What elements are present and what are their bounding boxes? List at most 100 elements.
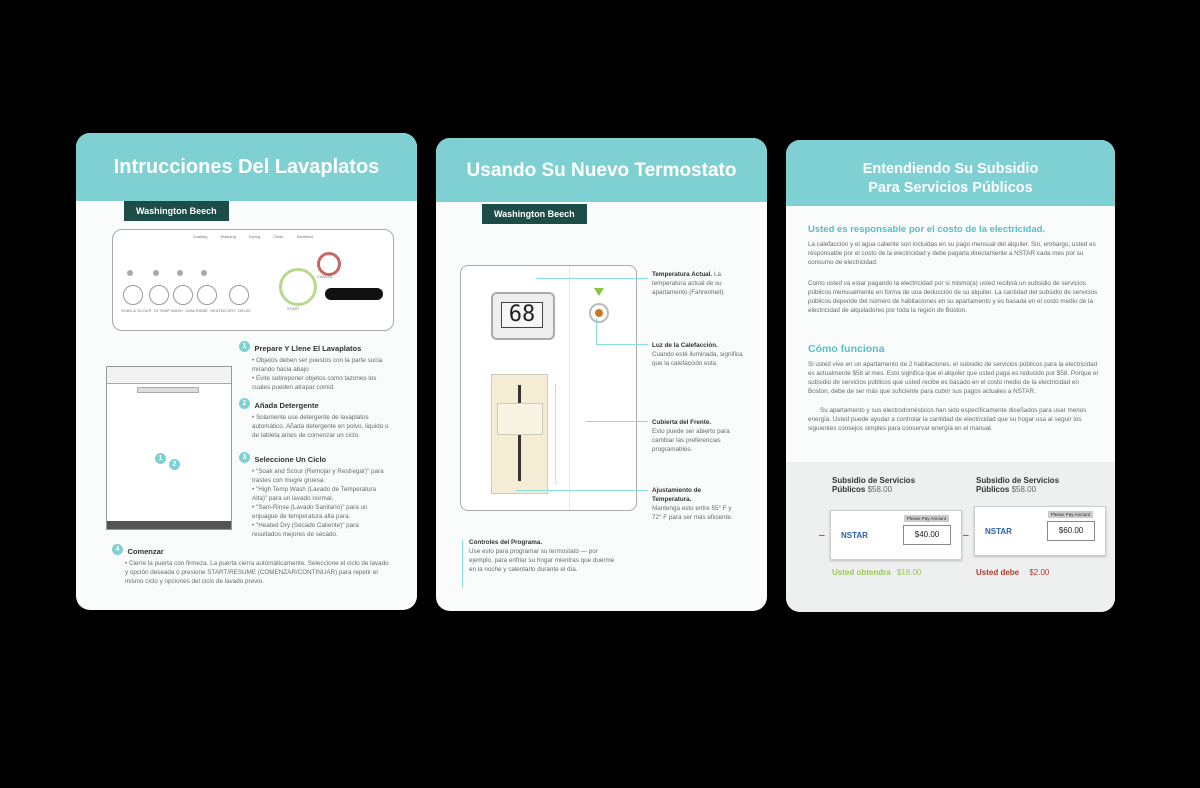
paragraph: Su apartamento y sus electrodomésticos h… xyxy=(808,407,1087,432)
label-temperatura-actual: Temperatura Actual. La temperatura actua… xyxy=(652,270,756,297)
step-number: 1 xyxy=(239,341,250,353)
result-label: Usted obtendra xyxy=(832,568,891,577)
button-label: DELAY xyxy=(238,308,251,313)
nstar-logo: NSTAR xyxy=(841,531,868,540)
light-label: Sanitized xyxy=(296,234,313,239)
title-line-2: Para Servicios Públicos xyxy=(868,180,1033,196)
heat-arrow-icon xyxy=(594,288,604,296)
button-label: SANI RINSE xyxy=(185,308,208,313)
subsidy-label: Subsidio de Servicios Públicos xyxy=(976,476,1060,494)
label-body: La temperatura actual de su apartamento … xyxy=(652,271,726,296)
leader-line xyxy=(536,278,648,279)
nstar-bill-1: Please Pay Amount NSTAR $40.00 xyxy=(830,510,962,560)
soak-scour-button xyxy=(123,285,143,305)
cancel-button xyxy=(317,252,341,276)
building-tag: Washington Beech xyxy=(482,204,587,224)
bill-amount: $40.00 xyxy=(903,525,951,545)
cancel-label: CANCEL xyxy=(317,274,334,279)
leader-line xyxy=(596,318,597,344)
example-area: Subsidio de Servicios Públicos $58.00 Su… xyxy=(786,462,1115,612)
step-title: Añada Detergente xyxy=(254,401,319,410)
leader-line xyxy=(596,344,648,345)
label-body: Esto puede ser abierto para cambiar las … xyxy=(652,428,730,453)
temperature-display: 68 xyxy=(491,292,555,340)
paragraph: La calefacción y el agua caliente son in… xyxy=(808,241,1096,266)
thermostat-card-title: Usando Su Nuevo Termostato xyxy=(436,138,767,202)
label-body: Cuando esté iluminada, significa que la … xyxy=(652,351,743,367)
thermostat-illustration: 68 xyxy=(460,265,637,511)
step-2: 2 Añada Detergente • Solamente use deter… xyxy=(239,395,389,440)
slider-knob xyxy=(497,403,543,435)
button-label: SOAK & SCOUR xyxy=(121,308,152,313)
title-line-1: Entendiendo Su Subsidio xyxy=(862,161,1039,177)
result-amount: $18.00 xyxy=(896,568,922,577)
subsidy-amount: $58.00 xyxy=(867,485,893,494)
start-label: START xyxy=(287,306,300,311)
minus-sign: – xyxy=(819,530,825,541)
step-title: Comenzar xyxy=(127,547,164,556)
bill-header: Please Pay Amount xyxy=(1047,511,1093,518)
label-title: Cubierta del Frente. xyxy=(652,419,712,426)
cycle-lights: Soaking Washing Drying Clean Sanitized xyxy=(193,234,313,239)
label-title: Temperatura Actual. xyxy=(652,271,713,278)
light-label: Washing xyxy=(220,234,236,239)
leader-line xyxy=(586,421,648,422)
label-ajustamiento: Ajustamiento de Temperatura. Mantenga es… xyxy=(652,486,736,522)
label-cubierta-frente: Cubierta del Frente. Esto puede ser abie… xyxy=(652,418,752,454)
step-body: • "Soak and Scour (Remojar y Restregar)"… xyxy=(252,468,384,538)
bill-header: Please Pay Amount xyxy=(903,515,949,522)
light-label: Soaking xyxy=(193,234,208,239)
indicator-light xyxy=(127,270,133,276)
nstar-logo: NSTAR xyxy=(985,527,1012,536)
label-title: Controles del Programa. xyxy=(469,539,543,546)
step-body: • Objetos deben ser puestos con la parte… xyxy=(252,357,383,391)
result-label: Usted debe xyxy=(976,568,1020,577)
light-label: Drying xyxy=(248,234,261,239)
label-body: Mantenga esto entre 55° F y 72° F para s… xyxy=(652,505,733,521)
subsidy-label: Subsidio de Servicios Públicos xyxy=(832,476,916,494)
hi-temp-wash-button xyxy=(149,285,169,305)
start-button xyxy=(279,268,317,306)
slider-panel xyxy=(491,374,548,494)
callout-number: 2 xyxy=(169,459,180,470)
label-controles: Controles del Programa. Use esto para pr… xyxy=(469,538,619,574)
thermostat-card: Usando Su Nuevo Termostato Washington Be… xyxy=(436,138,767,611)
step-title: Prepare Y Llene El Lavaplatos xyxy=(254,344,362,353)
panel-button-labels: SOAK & SCOUR HI TEMP WASH SANI RINSE HEA… xyxy=(121,308,251,313)
delay-button xyxy=(229,285,249,305)
label-title: Luz de la Calefacción. xyxy=(652,342,718,349)
leader-line xyxy=(462,540,463,588)
result-1: Usted obtendra $18.00 xyxy=(832,568,921,577)
step-number: 2 xyxy=(239,398,250,410)
subsidy-example-2: Subsidio de Servicios Públicos $58.00 xyxy=(976,476,1086,494)
button-label: HI TEMP WASH xyxy=(153,308,183,313)
button-label: HEATED DRY xyxy=(210,308,236,313)
result-amount: $2.00 xyxy=(1029,568,1050,577)
sani-rinse-button xyxy=(173,285,193,305)
subsidy-card: Entendiendo Su Subsidio Para Servicios P… xyxy=(786,140,1115,612)
dishwasher-illustration: 1 2 xyxy=(106,366,232,530)
step-body: • Cierre la puerta con firmeza. La puert… xyxy=(125,560,389,585)
step-title: Seleccione Un Ciclo xyxy=(254,455,327,464)
subsidy-amount: $58.00 xyxy=(1011,485,1037,494)
bill-amount: $60.00 xyxy=(1047,521,1095,541)
step-number: 4 xyxy=(112,544,123,556)
indicator-light xyxy=(153,270,159,276)
nstar-bill-2: Please Pay Amount NSTAR $60.00 xyxy=(974,506,1106,556)
display-window xyxy=(325,288,383,300)
heat-light xyxy=(589,303,609,323)
how-it-works-heading: Cómo funciona xyxy=(808,343,885,355)
step-1: 1 Prepare Y Llene El Lavaplatos • Objeto… xyxy=(239,338,389,392)
dishwasher-handle xyxy=(137,387,199,393)
responsibility-heading: Usted es responsable por el costo de la … xyxy=(808,224,1046,235)
dishwasher-card: Intrucciones Del Lavaplatos Washington B… xyxy=(76,133,417,610)
subsidy-card-title: Entendiendo Su Subsidio Para Servicios P… xyxy=(786,140,1115,206)
subsidy-example-1: Subsidio de Servicios Públicos $58.00 xyxy=(832,476,942,494)
label-title: Ajustamiento de Temperatura. xyxy=(652,487,701,503)
dishwasher-base xyxy=(107,521,231,529)
label-luz-calefaccion: Luz de la Calefacción. Cuando esté ilumi… xyxy=(652,341,752,368)
dishwasher-top xyxy=(107,367,231,384)
step-4: 4 Comenzar • Cierre la puerta con firmez… xyxy=(112,541,392,586)
divider-line xyxy=(569,266,570,510)
heated-dry-button xyxy=(197,285,217,305)
